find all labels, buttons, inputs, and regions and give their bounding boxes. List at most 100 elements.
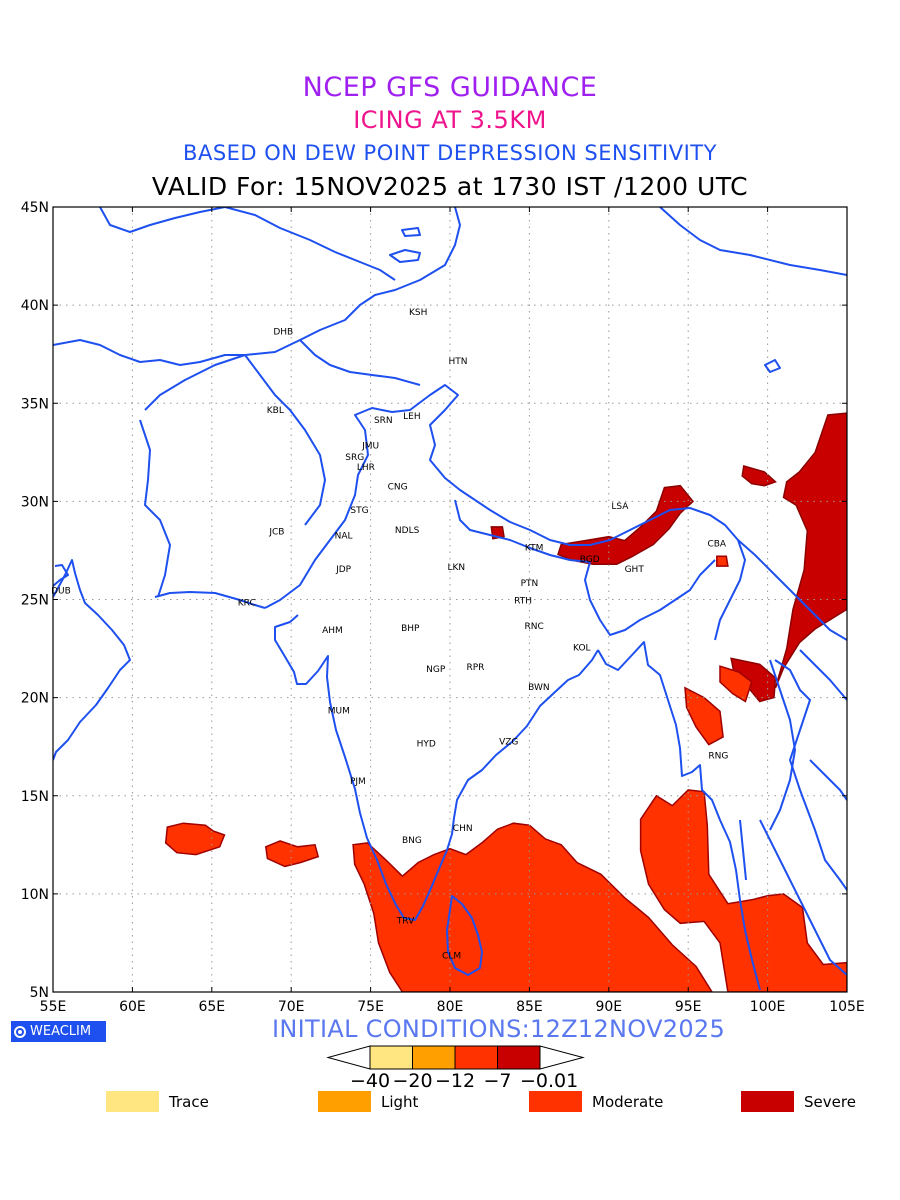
station-ktm: KTM [525,543,543,553]
lon-label-75E: 75E [357,999,384,1015]
border-china-north-2 [299,207,461,341]
border-nepal [474,499,590,546]
icing-area-myanmar-central [719,665,753,703]
colorbar-left-arrow [326,1045,371,1070]
weaclim-logo: WEACLIM [11,1021,106,1042]
colorbar-right-arrow [539,1045,585,1070]
coastlines [53,207,847,991]
lat-label-15N: 15N [21,789,49,805]
station-stg: STG [350,506,368,516]
station-nal: NAL [335,532,353,542]
station-bhp: BHP [401,624,420,634]
lake-2 [764,359,781,373]
icing-area-arunachal-dot [716,555,729,567]
lon-label-65E: 65E [198,999,225,1015]
station-jcb: JCB [268,528,284,538]
station-ngp: NGP [426,665,446,675]
station-ptn: PTN [521,579,539,589]
colorbar-label-3: −7 [483,1070,512,1092]
station-hyd: HYD [417,740,436,750]
lat-label-20N: 20N [21,691,49,707]
lon-label-100E: 100E [750,999,786,1015]
lake-3 [401,227,421,237]
border-mongolia [659,207,847,276]
station-cba: CBA [707,540,726,550]
station-ahm: AHM [322,626,343,636]
icing-area-arabian-sea-patch [164,822,226,856]
station-ndls: NDLS [395,526,420,536]
border-myanmar-china [737,539,847,641]
logo-text: WEACLIM [30,1024,92,1039]
station-trv: TRV [396,916,415,926]
lat-label-30N: 30N [21,494,49,510]
station-dub: DUB [51,587,71,597]
chart-title: NCEP GFS GUIDANCE [302,72,598,103]
icing-area-myanmar-arakan [684,686,724,746]
station-srg: SRG [345,453,364,463]
colorbar-bin-0 [369,1045,413,1070]
icing-area-himalaya-band [557,484,695,565]
logo-icon [14,1025,26,1038]
coastline-pakistan-iran [154,591,266,609]
lon-label-70E: 70E [278,999,305,1015]
station-jdp: JDP [335,565,352,575]
station-mum: MUM [328,706,350,716]
border-vietnam [809,759,847,801]
station-lkn: LKN [448,563,466,573]
border-india-pak [264,384,476,609]
station-ght: GHT [625,565,645,575]
station-htn: HTN [448,357,467,367]
coastline-bengal [597,641,761,991]
lon-label-105E: 105E [829,999,865,1015]
station-pjm: PJM [350,777,366,787]
station-jmu: JMU [361,441,379,451]
colorbar-bin-2 [454,1045,498,1070]
border-laos [799,649,847,701]
station-ksh: KSH [409,308,427,318]
coastline-west-india [274,614,599,921]
station-lhr: LHR [357,463,375,473]
colorbar-bin-1 [412,1045,456,1070]
border-pak-afg-east [244,354,326,526]
border-kaz-2 [224,207,396,281]
station-kbl: KBL [267,406,284,416]
border-bhutan-assam [589,507,746,641]
border-afg-pak [139,419,171,598]
lon-label-80E: 80E [437,999,464,1015]
coastline-arabia [53,559,131,761]
legend-swatch-severe [741,1091,794,1112]
coastline-malay [759,819,847,976]
border-myanmar-thai [769,659,796,831]
lat-label-25N: 25N [21,593,49,609]
icing-area-tibet-patch [741,465,777,487]
border-nepal-south [454,499,591,563]
lon-label-60E: 60E [119,999,146,1015]
lon-label-90E: 90E [595,999,622,1015]
lat-label-40N: 40N [21,298,49,314]
axis-labels: 55E 60E 65E 70E 75E 80E 85E 90E 95E 100E 105E 5N 10N… [21,200,865,1015]
station-vzg: VZG [499,738,518,748]
colorbar [326,1045,585,1070]
station-rth: RTH [514,596,532,606]
lon-label-95E: 95E [675,999,702,1015]
border-china-north [53,339,245,366]
legend-swatch-moderate [529,1091,582,1112]
lat-label-10N: 10N [21,887,49,903]
island-andaman [739,819,747,881]
icing-area-andaman-sea [639,789,847,992]
station-chn: CHN [453,824,473,834]
station-lsa: LSA [611,502,629,512]
legend-swatch-light [318,1091,371,1112]
valid-time: VALID For: 15NOV2025 at 1730 IST /1200 U… [151,172,749,201]
station-cng: CNG [388,483,408,493]
initial-conditions: INITIAL CONDITIONS:12Z12NOV2025 [272,1015,726,1043]
station-bwn: BWN [528,683,550,693]
legend-label-moderate: Moderate [592,1093,664,1111]
colorbar-label-4: −0.01 [520,1070,579,1092]
coastline-srilanka [446,895,483,976]
lon-label-55E: 55E [40,999,67,1015]
chart-method: BASED ON DEW POINT DEPRESSION SENSITIVIT… [183,141,717,165]
border-kaz [99,207,226,233]
